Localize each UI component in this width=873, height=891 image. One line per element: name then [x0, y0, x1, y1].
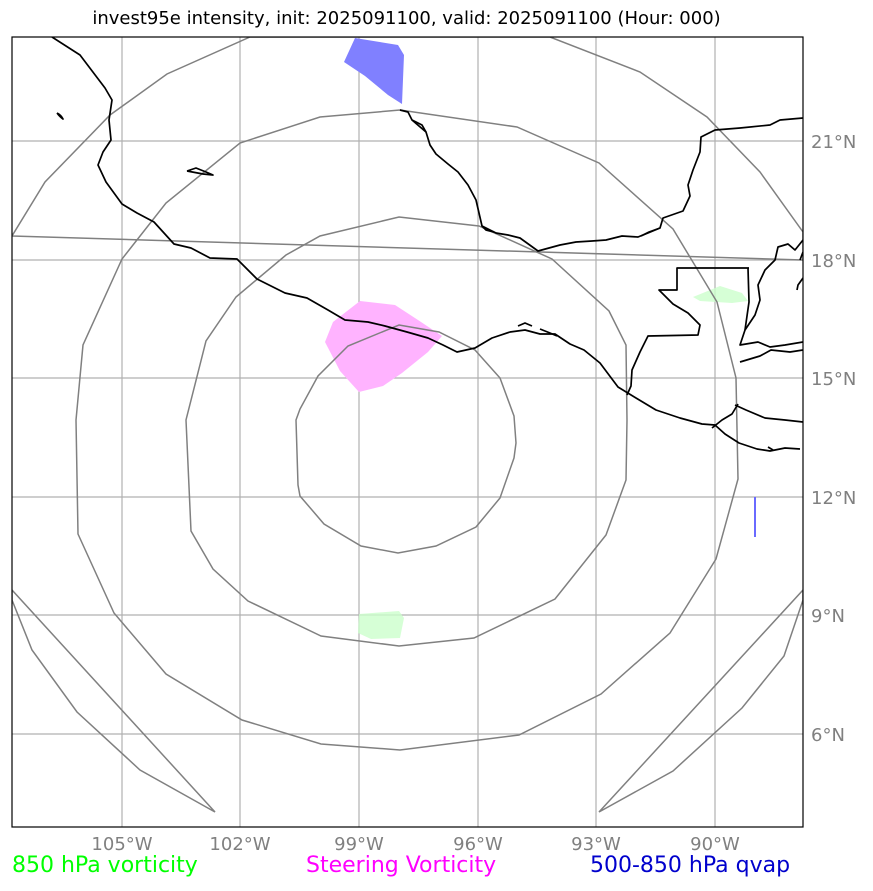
map-title: invest95e intensity, init: 2025091100, v… — [92, 8, 721, 29]
qvap-shading — [344, 38, 404, 104]
lon-label: 90°W — [690, 834, 740, 855]
lat-label: 6°N — [811, 725, 845, 746]
lat-label: 21°N — [811, 132, 856, 153]
legend-850-vorticity: 850 hPa vorticity — [12, 853, 198, 878]
lon-tick-labels: 105°W 102°W 99°W 96°W 93°W 90°W — [91, 834, 740, 855]
plot-frame — [11, 36, 804, 828]
graticule — [12, 37, 803, 827]
lat-label: 18°N — [811, 251, 856, 272]
coastlines — [51, 37, 803, 452]
lon-label: 99°W — [334, 834, 384, 855]
lat-tick-labels: 21°N 18°N 15°N 12°N 9°N 6°N — [811, 132, 856, 746]
steering-vorticity-shading — [325, 301, 442, 392]
lon-label: 93°W — [571, 834, 621, 855]
vorticity-850-shading-south — [358, 611, 404, 639]
lat-label: 15°N — [811, 369, 856, 390]
lat-label: 12°N — [811, 488, 856, 509]
lon-label: 105°W — [91, 834, 152, 855]
lat-label: 9°N — [811, 606, 845, 627]
lon-label: 102°W — [209, 834, 270, 855]
legend-qvap: 500-850 hPa qvap — [590, 853, 791, 878]
range-rings — [12, 37, 803, 813]
vorticity-850-shading-east — [693, 286, 748, 303]
legend-steering-vorticity: Steering Vorticity — [306, 853, 497, 878]
lon-label: 96°W — [453, 834, 503, 855]
